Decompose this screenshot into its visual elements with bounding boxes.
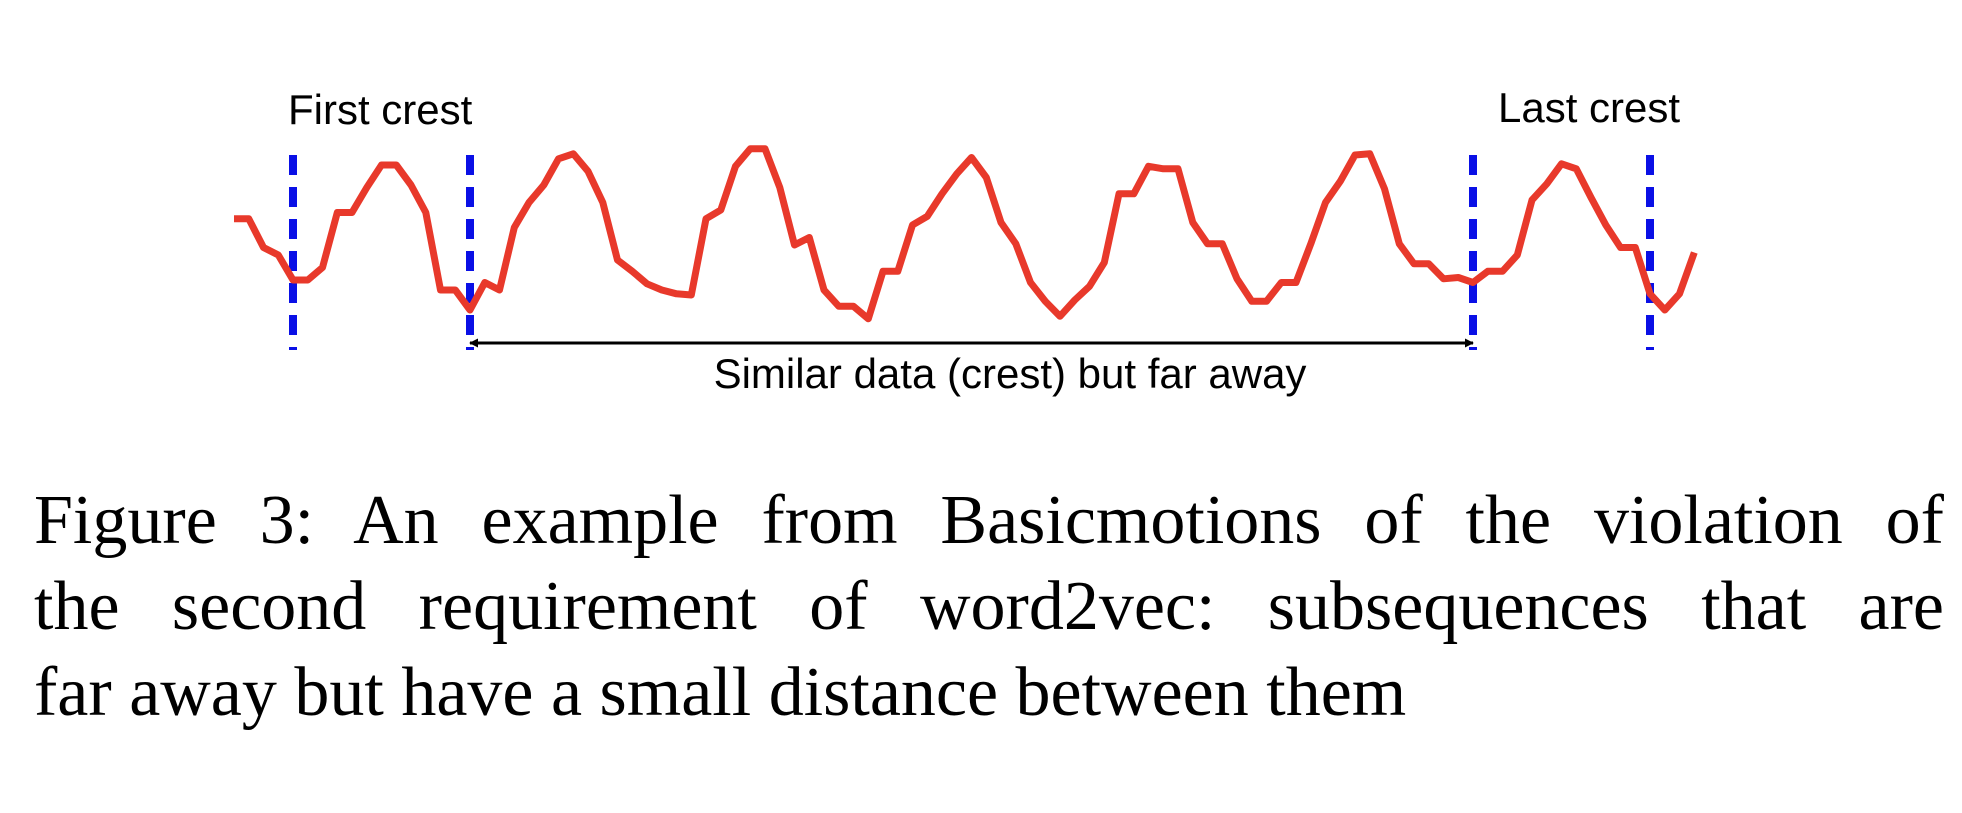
caption-line: far away but have a small distance betwe…	[34, 654, 1407, 731]
distance-arrow-label: Similar data (crest) but far away	[714, 350, 1307, 397]
last-crest-label: Last crest	[1498, 84, 1680, 131]
figure-plot: First crest Last crest Similar data (cre…	[234, 84, 1698, 397]
time-series-line	[234, 145, 1698, 323]
figure-caption: Figure 3: An example from Basicmotions o…	[34, 478, 1944, 736]
caption-line: the second requirement of word2vec: subs…	[34, 568, 1944, 645]
caption-line: Figure 3: An example from Basicmotions o…	[34, 482, 1944, 559]
crest-boundary-markers	[289, 155, 1654, 350]
first-crest-label: First crest	[288, 86, 473, 133]
